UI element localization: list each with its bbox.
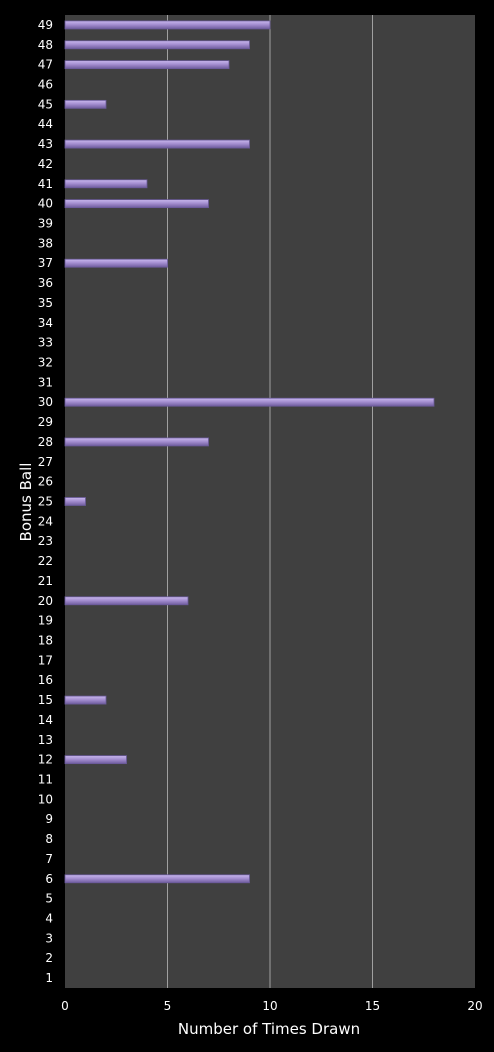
bar-43 bbox=[64, 139, 250, 149]
y-tick-label: 27 bbox=[38, 455, 53, 469]
bar-47 bbox=[64, 60, 230, 70]
y-tick-label: 43 bbox=[38, 137, 53, 151]
y-tick-label: 21 bbox=[38, 574, 53, 588]
y-tick-label: 9 bbox=[45, 812, 53, 826]
gridlines bbox=[167, 15, 373, 988]
x-axis-title: Number of Times Drawn bbox=[178, 1020, 360, 1038]
bars bbox=[64, 20, 435, 884]
y-tick-label: 49 bbox=[38, 18, 53, 32]
y-tick-label: 42 bbox=[38, 157, 53, 171]
y-tick-label: 39 bbox=[38, 217, 53, 231]
y-tick-label: 26 bbox=[38, 475, 53, 489]
y-tick-label: 30 bbox=[38, 395, 53, 409]
y-tick-label: 20 bbox=[38, 594, 53, 608]
y-axis-title: Bonus Ball bbox=[17, 463, 35, 542]
y-tick-label: 15 bbox=[38, 693, 53, 707]
y-tick-label: 24 bbox=[38, 514, 53, 528]
x-tick-label: 10 bbox=[262, 999, 277, 1013]
bar-40 bbox=[64, 199, 209, 209]
y-tick-label: 4 bbox=[45, 912, 53, 926]
y-tick-label: 2 bbox=[45, 951, 53, 965]
bar-25 bbox=[64, 497, 86, 506]
bar-45 bbox=[64, 99, 107, 109]
y-tick-label: 3 bbox=[45, 931, 53, 945]
y-tick-label: 22 bbox=[38, 554, 53, 568]
y-tick-label: 17 bbox=[38, 653, 53, 667]
bar-30 bbox=[64, 397, 435, 407]
y-tick-label: 41 bbox=[38, 177, 53, 191]
y-tick-label: 10 bbox=[38, 792, 53, 806]
y-tick-label: 25 bbox=[38, 495, 53, 509]
y-tick-label: 44 bbox=[38, 117, 53, 131]
x-tick-label: 15 bbox=[365, 999, 380, 1013]
y-tick-label: 11 bbox=[38, 773, 53, 787]
bar-49 bbox=[64, 20, 271, 30]
x-tick-label: 0 bbox=[61, 999, 69, 1013]
y-tick-label: 45 bbox=[38, 97, 53, 111]
x-tick-label: 20 bbox=[467, 999, 482, 1013]
y-tick-label: 29 bbox=[38, 415, 53, 429]
y-tick-label: 1 bbox=[45, 971, 53, 985]
bar-37 bbox=[64, 258, 168, 268]
y-tick-label: 23 bbox=[38, 534, 53, 548]
bar-48 bbox=[64, 40, 250, 50]
y-tick-label: 46 bbox=[38, 78, 53, 92]
x-tick-label: 5 bbox=[164, 999, 172, 1013]
y-tick-label: 6 bbox=[45, 872, 53, 886]
y-tick-label: 48 bbox=[38, 38, 53, 52]
bar-28 bbox=[64, 437, 209, 447]
y-tick-label: 19 bbox=[38, 614, 53, 628]
bar-20 bbox=[64, 596, 189, 606]
y-tick-label: 33 bbox=[38, 336, 53, 350]
y-tick-label: 12 bbox=[38, 753, 53, 767]
y-tick-label: 32 bbox=[38, 356, 53, 370]
bar-15 bbox=[64, 695, 107, 705]
y-tick-label: 34 bbox=[38, 316, 53, 330]
x-tick-labels: 0 5 10 15 20 bbox=[61, 999, 482, 1013]
y-tick-label: 37 bbox=[38, 256, 53, 270]
y-tick-label: 36 bbox=[38, 276, 53, 290]
y-tick-label: 16 bbox=[38, 673, 53, 687]
y-tick-labels: 1234567891011121314151617181920212223242… bbox=[38, 18, 53, 985]
bar-41 bbox=[64, 179, 148, 189]
bar-12 bbox=[64, 755, 127, 765]
y-tick-label: 40 bbox=[38, 197, 53, 211]
y-tick-label: 8 bbox=[45, 832, 53, 846]
y-tick-label: 47 bbox=[38, 58, 53, 72]
y-tick-label: 31 bbox=[38, 375, 53, 389]
y-tick-label: 35 bbox=[38, 296, 53, 310]
y-tick-label: 14 bbox=[38, 713, 53, 727]
y-tick-label: 7 bbox=[45, 852, 53, 866]
y-tick-label: 18 bbox=[38, 634, 53, 648]
y-tick-label: 38 bbox=[38, 236, 53, 250]
bar-6 bbox=[64, 874, 250, 884]
y-tick-label: 13 bbox=[38, 733, 53, 747]
y-tick-label: 5 bbox=[45, 892, 53, 906]
y-tick-label: 28 bbox=[38, 435, 53, 449]
